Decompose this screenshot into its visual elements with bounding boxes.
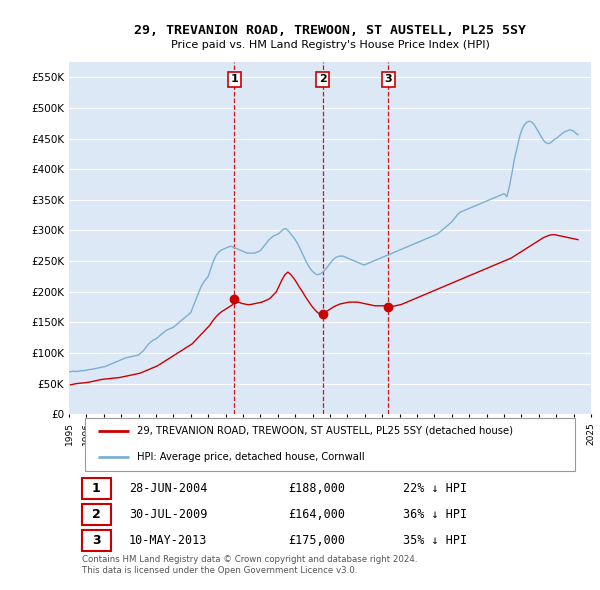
Text: 36% ↓ HPI: 36% ↓ HPI (403, 508, 467, 521)
FancyBboxPatch shape (82, 530, 111, 551)
Text: 2: 2 (319, 74, 326, 84)
Text: Contains HM Land Registry data © Crown copyright and database right 2024.
This d: Contains HM Land Registry data © Crown c… (82, 555, 418, 575)
Text: HPI: Average price, detached house, Cornwall: HPI: Average price, detached house, Corn… (137, 452, 364, 462)
Text: 29, TREVANION ROAD, TREWOON, ST AUSTELL, PL25 5SY (detached house): 29, TREVANION ROAD, TREWOON, ST AUSTELL,… (137, 426, 513, 436)
FancyBboxPatch shape (82, 478, 111, 499)
Text: 10-MAY-2013: 10-MAY-2013 (129, 534, 208, 547)
FancyBboxPatch shape (85, 418, 575, 471)
Text: £164,000: £164,000 (288, 508, 345, 521)
Text: Price paid vs. HM Land Registry's House Price Index (HPI): Price paid vs. HM Land Registry's House … (170, 40, 490, 50)
Text: 3: 3 (385, 74, 392, 84)
Text: 28-JUN-2004: 28-JUN-2004 (129, 482, 208, 495)
Text: 29, TREVANION ROAD, TREWOON, ST AUSTELL, PL25 5SY: 29, TREVANION ROAD, TREWOON, ST AUSTELL,… (134, 24, 526, 37)
Text: 30-JUL-2009: 30-JUL-2009 (129, 508, 208, 521)
Text: 22% ↓ HPI: 22% ↓ HPI (403, 482, 467, 495)
Text: 2: 2 (92, 508, 101, 521)
Text: £188,000: £188,000 (288, 482, 345, 495)
Text: £175,000: £175,000 (288, 534, 345, 547)
FancyBboxPatch shape (82, 504, 111, 525)
Text: 1: 1 (92, 482, 101, 495)
Text: 1: 1 (230, 74, 238, 84)
Text: 3: 3 (92, 534, 100, 547)
Text: 35% ↓ HPI: 35% ↓ HPI (403, 534, 467, 547)
